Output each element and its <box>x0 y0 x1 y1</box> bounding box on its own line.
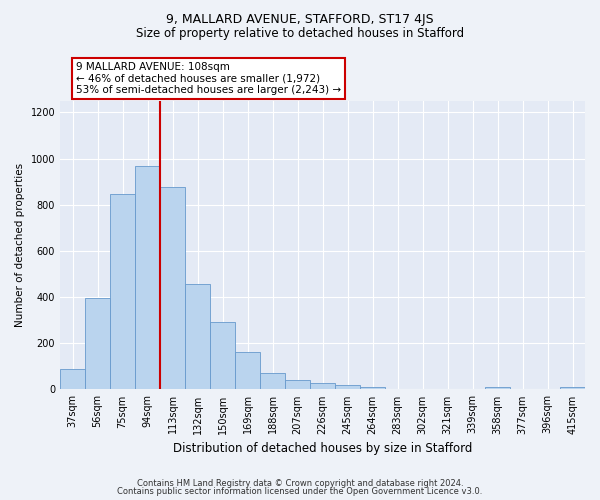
Bar <box>60 368 85 390</box>
Text: 9 MALLARD AVENUE: 108sqm
← 46% of detached houses are smaller (1,972)
53% of sem: 9 MALLARD AVENUE: 108sqm ← 46% of detach… <box>76 62 341 95</box>
Bar <box>235 352 260 390</box>
Bar <box>160 188 185 390</box>
Bar <box>560 387 585 390</box>
Bar <box>85 298 110 390</box>
Text: Size of property relative to detached houses in Stafford: Size of property relative to detached ho… <box>136 28 464 40</box>
Text: 9, MALLARD AVENUE, STAFFORD, ST17 4JS: 9, MALLARD AVENUE, STAFFORD, ST17 4JS <box>166 12 434 26</box>
X-axis label: Distribution of detached houses by size in Stafford: Distribution of detached houses by size … <box>173 442 472 455</box>
Text: Contains HM Land Registry data © Crown copyright and database right 2024.: Contains HM Land Registry data © Crown c… <box>137 478 463 488</box>
Bar <box>135 166 160 390</box>
Bar <box>335 385 360 390</box>
Bar <box>285 380 310 390</box>
Bar <box>210 322 235 390</box>
Bar <box>485 387 510 390</box>
Bar <box>360 387 385 390</box>
Bar <box>260 374 285 390</box>
Bar <box>310 382 335 390</box>
Y-axis label: Number of detached properties: Number of detached properties <box>15 163 25 327</box>
Text: Contains public sector information licensed under the Open Government Licence v3: Contains public sector information licen… <box>118 487 482 496</box>
Bar <box>185 284 210 390</box>
Bar <box>110 194 135 390</box>
